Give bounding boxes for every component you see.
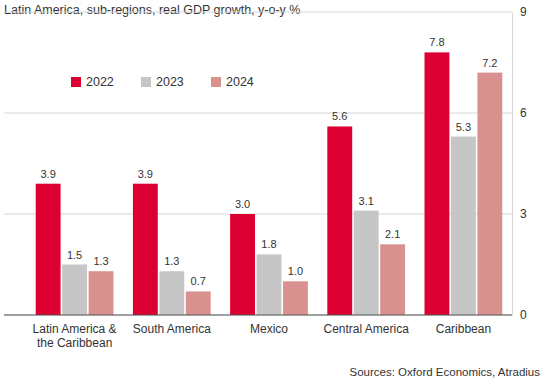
bar	[257, 254, 282, 315]
data-label: 0.7	[191, 275, 206, 287]
y-tick: 6	[512, 106, 527, 120]
legend-swatch	[141, 77, 151, 87]
data-label: 5.3	[456, 121, 471, 133]
bar	[159, 271, 184, 315]
x-tick: Latin America &the Caribbean	[33, 322, 117, 350]
y-tick-label: 0	[520, 308, 527, 322]
grid-line	[4, 315, 512, 316]
y-tick: 9	[512, 5, 527, 19]
x-tick-label-line: South America	[133, 322, 211, 336]
x-tick-label: Caribbean	[436, 322, 491, 336]
data-label: 3.9	[138, 168, 153, 180]
chart: Latin America, sub-regions, real GDP gro…	[0, 0, 546, 386]
bar	[477, 73, 502, 315]
x-tick: South America	[133, 322, 211, 336]
data-label: 3.0	[235, 198, 250, 210]
data-label: 3.1	[359, 195, 374, 207]
y-axis: 0 3 6 9	[512, 5, 527, 322]
bar	[451, 137, 476, 315]
x-tick-label-line: Mexico	[250, 322, 288, 336]
x-tick: Central America	[324, 322, 410, 336]
bars	[36, 52, 503, 315]
bar	[283, 281, 308, 315]
data-label: 5.6	[332, 110, 347, 122]
bar	[62, 265, 87, 316]
y-tick-label: 3	[520, 207, 527, 221]
data-label: 1.5	[67, 249, 82, 261]
legend-swatch	[71, 77, 81, 87]
data-label: 1.0	[288, 265, 303, 277]
legend-swatch	[211, 77, 221, 87]
y-tick: 3	[512, 207, 527, 221]
x-tick: Caribbean	[436, 322, 491, 336]
x-tick-label-line: the Caribbean	[37, 336, 112, 350]
y-tick: 0	[512, 308, 527, 322]
data-label: 1.3	[164, 255, 179, 267]
bar	[186, 291, 211, 315]
bar	[230, 214, 255, 315]
data-label: 3.9	[41, 168, 56, 180]
grid-line	[4, 12, 512, 13]
bar	[327, 126, 352, 315]
bar	[380, 244, 405, 315]
x-tick-label: Central America	[324, 322, 410, 336]
y-tick-label: 9	[520, 5, 527, 19]
x-tick: Mexico	[250, 322, 288, 336]
legend-label: 2024	[226, 75, 254, 89]
bar	[36, 184, 61, 315]
bar	[425, 52, 450, 315]
legend-label: 2023	[156, 75, 184, 89]
x-tick-label-line: Central America	[324, 322, 410, 336]
legend: 2022 2023 2024	[71, 75, 254, 89]
data-label: 1.8	[261, 238, 276, 250]
title: Latin America, sub-regions, real GDP gro…	[4, 3, 300, 17]
legend-label: 2022	[86, 75, 114, 89]
x-tick-label-line: Caribbean	[436, 322, 491, 336]
data-label: 2.1	[385, 228, 400, 240]
data-label: 7.8	[429, 36, 444, 48]
x-tick-label-line: Latin America &	[33, 322, 117, 336]
grid	[4, 12, 512, 315]
bar	[354, 211, 379, 315]
data-label: 1.3	[93, 255, 108, 267]
x-axis-line	[4, 315, 512, 316]
data-label: 7.2	[482, 57, 497, 69]
bar	[133, 184, 158, 315]
y-axis-line	[512, 13, 513, 316]
data-labels: 3.9 3.9 3.0 5.6 7.8 1.5 1.3 1.8 3.1 5.3 1.3 0.7 1.0 2…	[41, 36, 498, 287]
x-tick-label: Mexico	[250, 322, 288, 336]
bar	[89, 271, 114, 315]
x-tick-label: South America	[133, 322, 211, 336]
x-tick-label: Latin America &the Caribbean	[33, 322, 117, 350]
y-tick-label: 6	[520, 106, 527, 120]
x-axis: Latin America &the Caribbean South Americ…	[4, 315, 512, 350]
annotation: Sources: Oxford Economics, Atradius	[350, 366, 541, 378]
